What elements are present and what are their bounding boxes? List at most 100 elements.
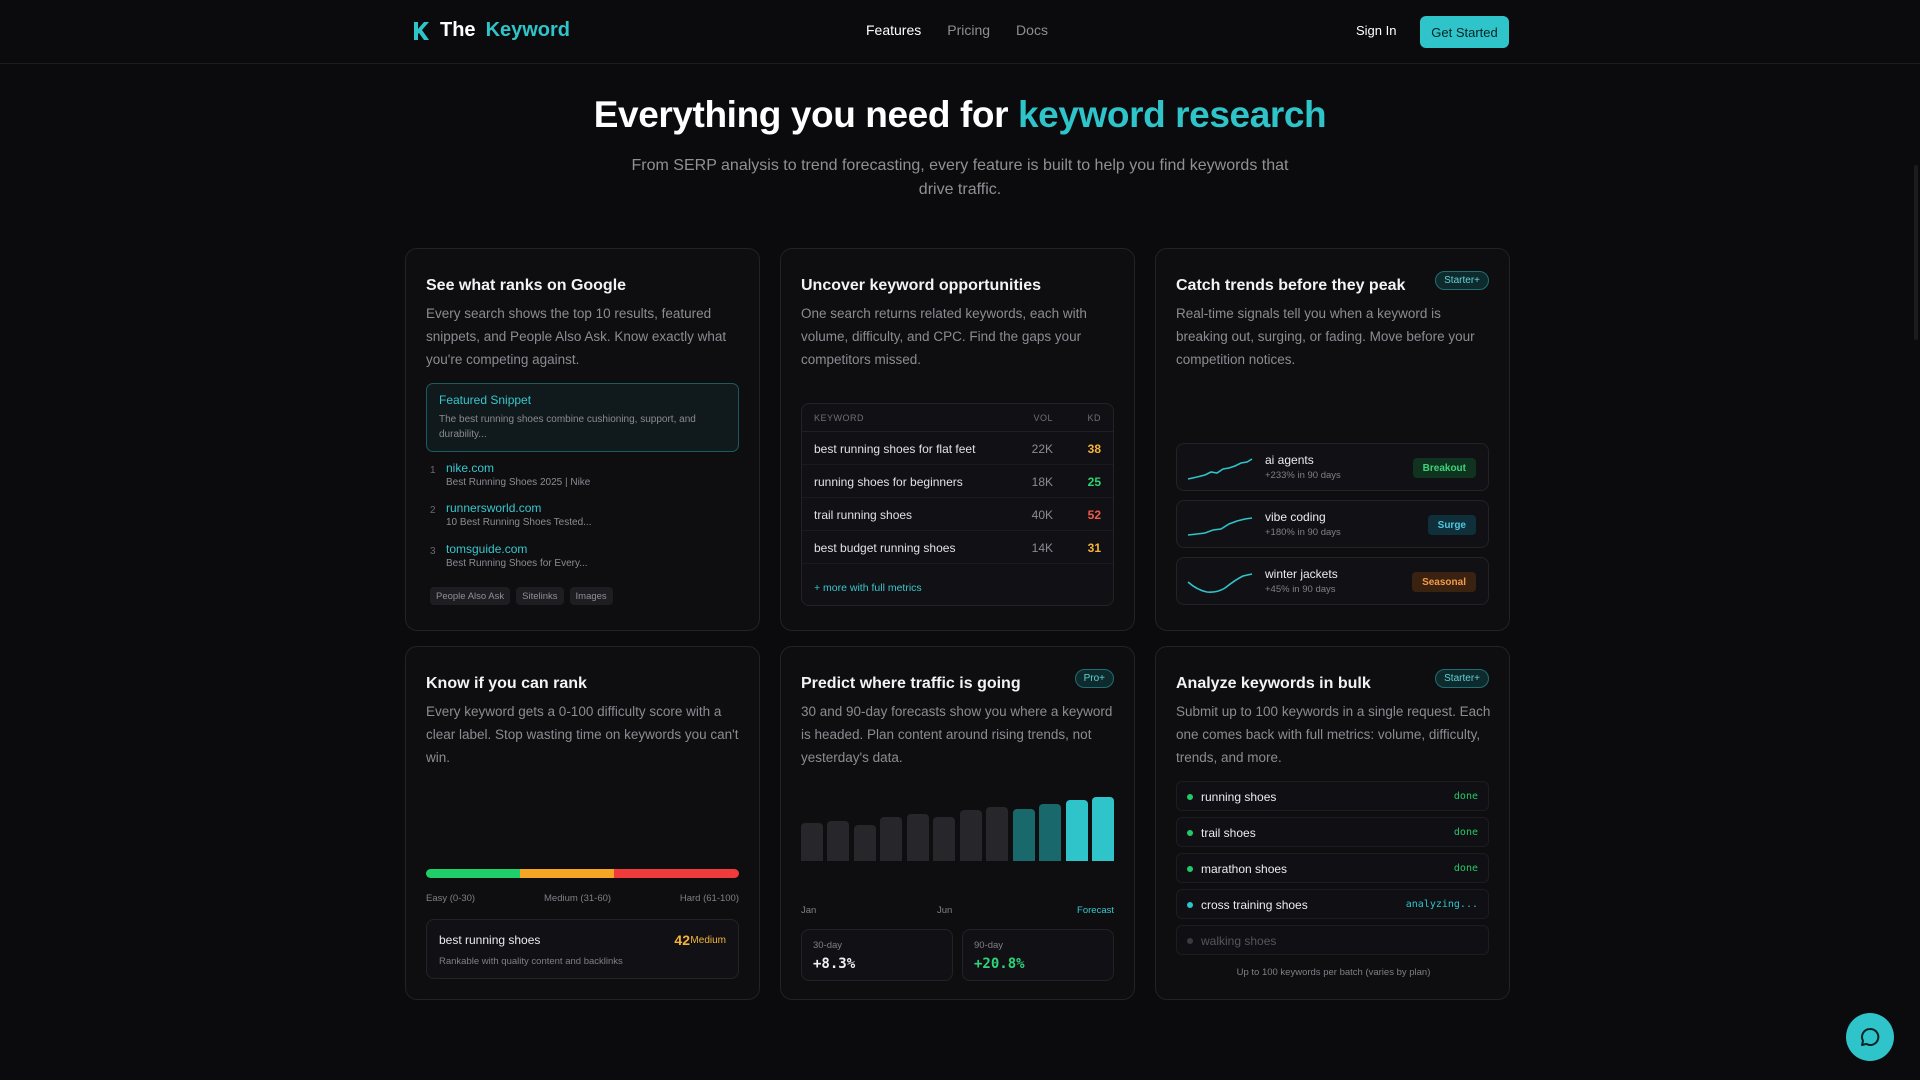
chip-people-also-ask: People Also Ask (430, 587, 511, 605)
cell-volume: 14K (1031, 541, 1053, 555)
card-title: See what ranks on Google (426, 277, 627, 294)
card-title: Analyze keywords in bulk (1176, 675, 1371, 692)
card-title: Uncover keyword opportunities (801, 277, 1042, 294)
trend-tag-surge: Surge (1427, 515, 1476, 535)
forecast-90-value: +20.8% (974, 956, 1025, 972)
card-description: One search returns related keywords, eac… (801, 306, 1087, 367)
nav-link-pricing[interactable]: Pricing (947, 22, 991, 38)
trend-growth: +45% in 90 days (1265, 584, 1336, 595)
example-note: Rankable with quality content and backli… (439, 956, 623, 967)
table-row[interactable]: best budget running shoes 14K 31 (802, 531, 1113, 564)
cell-keyword: trail running shoes (814, 508, 913, 522)
serp-result[interactable]: 3 tomsguide.com Best Running Shoes for E… (426, 542, 726, 576)
card-description: Every keyword gets a 0-100 difficulty sc… (426, 704, 739, 765)
bulk-keyword: running shoes (1201, 790, 1277, 804)
trend-keyword: vibe coding (1265, 510, 1326, 524)
trend-item[interactable]: winter jackets +45% in 90 days Seasonal (1176, 557, 1489, 605)
nav-links: Features Pricing Docs (866, 22, 1048, 38)
table-header: KEYWORD VOL KD (802, 404, 1113, 432)
difficulty-example: best running shoes Rankable with quality… (426, 919, 739, 979)
hero-title-text: Everything you need for (593, 94, 1009, 135)
brand-the: The (440, 19, 476, 41)
sparkline-icon (1187, 573, 1253, 593)
chip-images: Images (569, 587, 613, 605)
scale-label-easy: Easy (0-30) (426, 893, 476, 904)
featured-snippet: Featured Snippet The best running shoes … (426, 383, 739, 452)
result-rank: 3 (430, 546, 436, 557)
card-description: Real-time signals tell you when a keywor… (1176, 306, 1475, 367)
feature-card-trends: Catch trends before they peak Starter+ R… (1155, 248, 1510, 631)
scale-medium (519, 869, 614, 878)
result-title: Best Running Shoes for Every... (446, 558, 588, 569)
card-description: 30 and 90-day forecasts show you where a… (801, 704, 1113, 765)
card-title: Know if you can rank (426, 675, 587, 692)
scale-easy (426, 869, 520, 878)
keyword-table: KEYWORD VOL KD best running shoes for fl… (801, 403, 1114, 606)
feature-card-bulk: Analyze keywords in bulk Starter+ Submit… (1155, 646, 1510, 1000)
nav-link-docs[interactable]: Docs (1016, 22, 1048, 38)
forecast-bar (827, 820, 850, 861)
cell-volume: 22K (1031, 442, 1053, 456)
forecast-bar (1039, 804, 1062, 861)
bulk-status: done (1453, 791, 1478, 802)
top-nav: The Keyword Features Pricing Docs Sign I… (0, 0, 1920, 64)
cell-kd: 38 (1087, 442, 1101, 456)
result-domain[interactable]: runnersworld.com (446, 501, 542, 515)
cell-keyword: best running shoes for flat feet (814, 442, 976, 456)
forecast-90-label: 90-day (974, 940, 1004, 951)
cell-kd: 52 (1087, 508, 1101, 522)
bulk-item: running shoes done (1176, 781, 1489, 811)
snippet-title: Featured Snippet (439, 393, 532, 407)
bulk-keyword: marathon shoes (1201, 862, 1288, 876)
forecast-bar (1065, 800, 1088, 861)
cell-keyword: best budget running shoes (814, 541, 956, 555)
status-dot-icon (1187, 830, 1193, 836)
get-started-button[interactable]: Get Started (1420, 16, 1509, 48)
sign-in-link[interactable]: Sign In (1356, 23, 1397, 38)
serp-result[interactable]: 2 runnersworld.com 10 Best Running Shoes… (426, 501, 726, 535)
difficulty-level: Medium (690, 935, 726, 946)
nav-link-features[interactable]: Features (866, 22, 922, 38)
chat-button[interactable] (1846, 1013, 1894, 1061)
result-title: 10 Best Running Shoes Tested... (446, 517, 592, 528)
hero-title-highlight: keyword research (1017, 94, 1327, 135)
scale-label-hard: Hard (61-100) (679, 893, 739, 904)
brand-keyword: Keyword (485, 19, 571, 41)
scale-hard (613, 869, 739, 878)
result-domain[interactable]: tomsguide.com (446, 542, 528, 556)
status-dot-icon (1187, 866, 1193, 872)
trend-growth: +180% in 90 days (1265, 527, 1341, 538)
plan-badge: Starter+ (1435, 669, 1489, 688)
table-row[interactable]: best running shoes for flat feet 22K 38 (802, 432, 1113, 465)
sparkline-icon (1187, 458, 1253, 480)
logo-k-icon (412, 20, 430, 42)
forecast-bar (801, 822, 823, 861)
chat-bubble-icon (1861, 1027, 1880, 1046)
serp-result[interactable]: 1 nike.com Best Running Shoes 2025 | Nik… (426, 461, 726, 495)
trend-item[interactable]: ai agents +233% in 90 days Breakout (1176, 443, 1489, 491)
plan-badge: Starter+ (1435, 271, 1489, 290)
card-title: Catch trends before they peak (1176, 277, 1406, 294)
result-rank: 2 (430, 505, 436, 516)
page-scrollbar[interactable] (1914, 165, 1918, 340)
snippet-body: The best running shoes combine cushionin… (439, 414, 696, 440)
trend-keyword: ai agents (1265, 453, 1314, 467)
feature-card-opportunities: Uncover keyword opportunities One search… (780, 248, 1135, 631)
trend-item[interactable]: vibe coding +180% in 90 days Surge (1176, 500, 1489, 548)
feature-card-forecast: Predict where traffic is going Pro+ 30 a… (780, 646, 1135, 1000)
more-metrics-link[interactable]: + more with full metrics (814, 582, 922, 594)
brand-logo[interactable]: The Keyword (412, 19, 570, 42)
table-row[interactable]: trail running shoes 40K 52 (802, 498, 1113, 531)
cell-kd: 25 (1087, 475, 1101, 489)
bulk-item: trail shoes done (1176, 817, 1489, 847)
forecast-bar (906, 813, 929, 861)
forecast-bar-chart (801, 797, 1114, 861)
status-dot-icon (1187, 902, 1193, 908)
bulk-status: done (1453, 863, 1478, 874)
result-domain[interactable]: nike.com (446, 461, 495, 475)
table-row[interactable]: running shoes for beginners 18K 25 (802, 465, 1113, 498)
x-label-jun: Jun (937, 905, 953, 916)
forecast-30-value: +8.3% (813, 956, 856, 972)
card-title: Predict where traffic is going (801, 675, 1021, 692)
forecast-bar (933, 816, 956, 861)
